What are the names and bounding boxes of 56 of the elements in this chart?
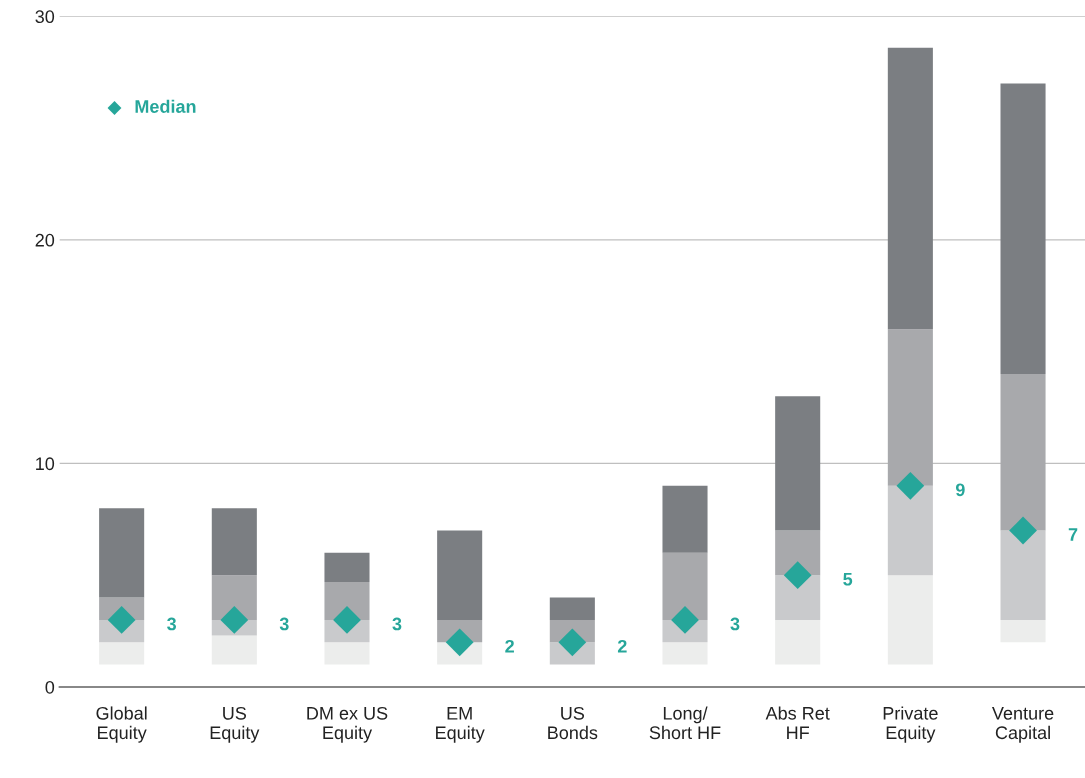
data-label: 7 [1068, 528, 1078, 541]
point [333, 606, 361, 634]
bar [99, 508, 145, 598]
y-tick-label: 30 [35, 10, 55, 24]
bar [211, 575, 257, 620]
bar [324, 552, 370, 582]
data-label: 9 [955, 483, 965, 497]
x-tick-label: Global Equity [96, 706, 147, 743]
x-tick-label: US Equity [210, 706, 260, 743]
y-tick-label: 0 [45, 680, 55, 694]
bar [1000, 619, 1046, 643]
y-tick-label: 10 [36, 457, 55, 471]
bar [775, 575, 821, 620]
bar [549, 597, 595, 620]
bar [887, 485, 933, 576]
bar [887, 329, 933, 486]
data-label: 2 [617, 639, 627, 653]
x-tick-label: Abs Ret HF [765, 706, 830, 739]
x-tick-label: DM ex US Equity [307, 706, 388, 743]
x-tick-label: Long/ Short HF [649, 706, 721, 740]
bar [211, 635, 257, 665]
bar [1000, 83, 1046, 375]
bar [775, 530, 821, 576]
bar [775, 619, 821, 665]
x-tick-label: EM Equity [436, 707, 485, 743]
point [896, 471, 925, 500]
bar [211, 508, 257, 576]
bar [99, 642, 145, 665]
data-label: 3 [392, 617, 402, 631]
bar [1000, 374, 1046, 531]
x-tick-label: Venture Capital [991, 707, 1054, 743]
data-label: 3 [167, 617, 177, 631]
y-tick-label: 20 [35, 233, 55, 247]
point [107, 606, 136, 634]
bar [662, 552, 708, 620]
bar [324, 642, 370, 665]
bar [437, 530, 483, 620]
point [1009, 516, 1037, 545]
bar [662, 642, 708, 665]
legend-label: Median [135, 99, 196, 113]
data-label: 5 [843, 573, 853, 586]
data-label: 3 [730, 617, 740, 631]
data-label: 2 [505, 639, 514, 653]
point [783, 561, 812, 590]
bar [775, 396, 821, 531]
point [220, 606, 249, 634]
bar [1000, 530, 1046, 620]
point [558, 628, 587, 657]
point [445, 628, 474, 657]
x-tick-label: US Bonds [548, 706, 598, 740]
bar [662, 485, 708, 553]
bar [887, 575, 933, 665]
x-tick-label: Private Equity [883, 706, 938, 743]
point [671, 606, 699, 634]
data-label: 3 [279, 617, 289, 631]
bar [887, 47, 933, 330]
